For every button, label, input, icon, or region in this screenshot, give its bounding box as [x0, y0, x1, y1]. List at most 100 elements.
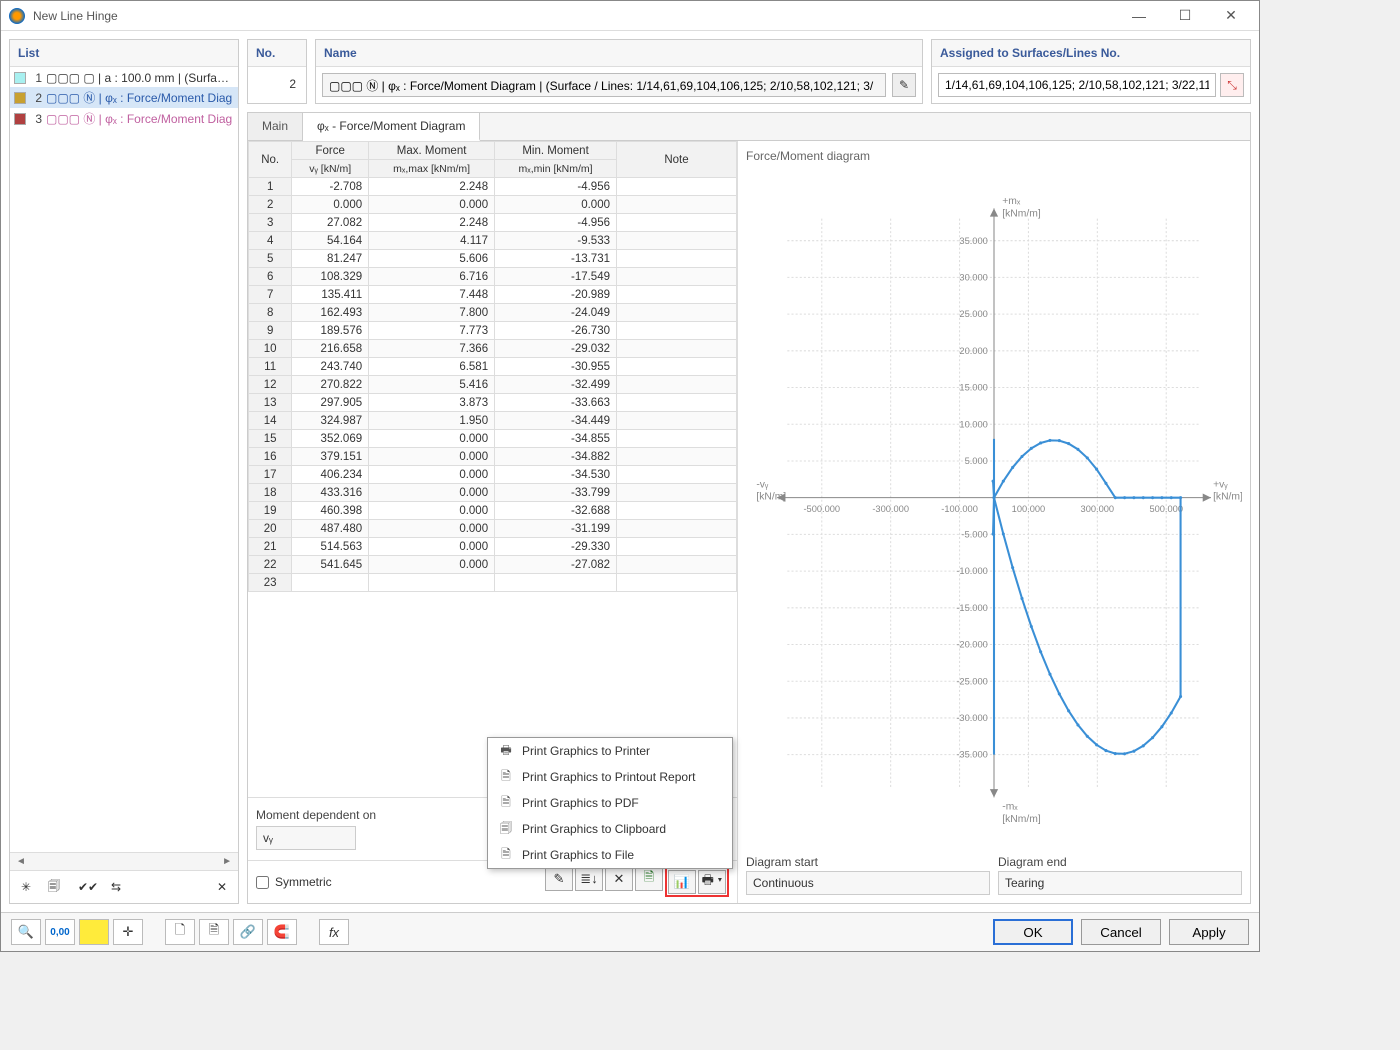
table-row[interactable]: 454.1644.117-9.533 — [249, 232, 737, 250]
table-side: No. Force Max. Moment Min. Moment Note v… — [248, 141, 738, 903]
table-row[interactable]: 20487.4800.000-31.199 — [249, 520, 737, 538]
pick-surfaces-button[interactable]: ⤡ — [1220, 73, 1244, 97]
no-box: No. 2 — [247, 39, 307, 104]
svg-text:-30.000: -30.000 — [956, 713, 987, 723]
diagram-end-value[interactable]: Tearing — [998, 871, 1242, 895]
table-row[interactable]: 8162.4937.800-24.049 — [249, 304, 737, 322]
help-icon[interactable]: 🔍 — [11, 919, 41, 945]
print-menu: 🖶Print Graphics to Printer🗎Print Graphic… — [487, 737, 733, 869]
col-note: Note — [617, 142, 737, 178]
table-row[interactable]: 327.0822.248-4.956 — [249, 214, 737, 232]
print-menu-item[interactable]: 🗎Print Graphics to PDF — [488, 790, 732, 816]
svg-text:-25.000: -25.000 — [956, 676, 987, 686]
list-hscroll[interactable]: ◄► — [10, 852, 238, 870]
edit-name-button[interactable]: ✎ — [892, 73, 916, 97]
table-row[interactable]: 12270.8225.416-32.499 — [249, 376, 737, 394]
diagram-start-value[interactable]: Continuous — [746, 871, 990, 895]
app-icon — [9, 8, 25, 24]
svg-text:35.000: 35.000 — [959, 236, 987, 246]
clear-tool-icon[interactable]: ✕ — [605, 867, 633, 891]
units-icon[interactable]: 0,00 — [45, 919, 75, 945]
ok-button[interactable]: OK — [993, 919, 1073, 945]
table-row[interactable]: 20.0000.0000.000 — [249, 196, 737, 214]
chart-title: Force/Moment diagram — [746, 149, 1242, 163]
symmetric-checkbox[interactable] — [256, 876, 269, 889]
excel-tool-icon[interactable]: 🗎 — [635, 867, 663, 891]
delete-list-icon[interactable]: ✕ — [210, 875, 234, 899]
table-row[interactable]: 6108.3296.716-17.549 — [249, 268, 737, 286]
svg-text:[kN/m]: [kN/m] — [1213, 492, 1242, 503]
print-menu-item[interactable]: 🗐Print Graphics to Clipboard — [488, 816, 732, 842]
table-row[interactable]: 7135.4117.448-20.989 — [249, 286, 737, 304]
table-row[interactable]: 13297.9053.873-33.663 — [249, 394, 737, 412]
sort-tool-icon[interactable]: ≣↓ — [575, 867, 603, 891]
svg-text:[kN/m]: [kN/m] — [756, 492, 786, 503]
symmetric-label: Symmetric — [275, 875, 332, 889]
svg-text:-10.000: -10.000 — [956, 566, 987, 576]
table-row[interactable]: 10216.6587.366-29.032 — [249, 340, 737, 358]
chart-tool-icon[interactable]: 📊 — [668, 870, 696, 894]
maximize-button[interactable]: ☐ — [1165, 3, 1205, 29]
misc1-icon[interactable]: 🗋 — [165, 919, 195, 945]
tabs-area: Main φₓ - Force/Moment Diagram No. Force — [247, 112, 1251, 904]
swap-icon[interactable]: ⇆ — [104, 875, 128, 899]
print-menu-item[interactable]: 🖶Print Graphics to Printer — [488, 738, 732, 764]
table-row[interactable]: 16379.1510.000-34.882 — [249, 448, 737, 466]
name-input[interactable] — [322, 73, 886, 97]
chart-canvas: -35.000-30.000-25.000-20.000-15.000-10.0… — [746, 167, 1242, 849]
print-menu-item[interactable]: 🗎Print Graphics to Printout Report — [488, 764, 732, 790]
fx-icon[interactable]: fx — [319, 919, 349, 945]
table-row[interactable]: 23 — [249, 574, 737, 592]
list-toolbar: ✳ 🗐 ✔✔ ⇆ ✕ — [10, 870, 238, 903]
table-row[interactable]: 17406.2340.000-34.530 — [249, 466, 737, 484]
assigned-input[interactable] — [938, 73, 1216, 97]
no-value: 2 — [248, 67, 306, 101]
table-row[interactable]: 21514.5630.000-29.330 — [249, 538, 737, 556]
table-row[interactable]: 22541.6450.000-27.082 — [249, 556, 737, 574]
print-tool-button[interactable]: 🖶 ▾ — [698, 870, 726, 894]
svg-text:-100.000: -100.000 — [941, 504, 978, 514]
axis-icon[interactable]: ✛ — [113, 919, 143, 945]
tab-diagram[interactable]: φₓ - Force/Moment Diagram — [303, 113, 480, 141]
new-icon[interactable]: ✳ — [14, 875, 38, 899]
bottom-bar: 🔍 0,00 ✛ 🗋 🗎 🔗 🧲 fx OK Cancel Apply — [1, 912, 1259, 951]
svg-text:30.000: 30.000 — [959, 273, 987, 283]
copy-icon[interactable]: 🗐 — [42, 875, 66, 899]
check-icon[interactable]: ✔✔ — [76, 875, 100, 899]
link-icon[interactable]: 🔗 — [233, 919, 263, 945]
svg-text:-300.000: -300.000 — [872, 504, 909, 514]
table-row[interactable]: 11243.7406.581-30.955 — [249, 358, 737, 376]
svg-text:100.000: 100.000 — [1012, 504, 1046, 514]
table-row[interactable]: 14324.9871.950-34.449 — [249, 412, 737, 430]
chart-side: Force/Moment diagram -35.000-30.000-25.0… — [738, 141, 1250, 903]
minimize-button[interactable]: — — [1119, 3, 1159, 29]
list-item[interactable]: 3▢▢▢ Ⓝ | φₓ : Force/Moment Diag — [10, 108, 238, 129]
list-item[interactable]: 2▢▢▢ Ⓝ | φₓ : Force/Moment Diag — [10, 87, 238, 108]
cancel-button[interactable]: Cancel — [1081, 919, 1161, 945]
print-menu-item[interactable]: 🗎Print Graphics to File — [488, 842, 732, 868]
name-header: Name — [316, 40, 922, 67]
diagram-end-label: Diagram end — [998, 855, 1242, 869]
col-min: Min. Moment — [495, 142, 617, 160]
data-table: No. Force Max. Moment Min. Moment Note v… — [248, 141, 737, 592]
edit-tool-icon[interactable]: ✎ — [545, 867, 573, 891]
list-header: List — [10, 40, 238, 67]
tab-main[interactable]: Main — [248, 113, 303, 140]
table-row[interactable]: 581.2475.606-13.731 — [249, 250, 737, 268]
misc2-icon[interactable]: 🗎 — [199, 919, 229, 945]
color-icon[interactable] — [79, 919, 109, 945]
table-row[interactable]: 1-2.7082.248-4.956 — [249, 178, 737, 196]
table-row[interactable]: 19460.3980.000-32.688 — [249, 502, 737, 520]
apply-button[interactable]: Apply — [1169, 919, 1249, 945]
magnet-icon[interactable]: 🧲 — [267, 919, 297, 945]
table-row[interactable]: 18433.3160.000-33.799 — [249, 484, 737, 502]
titlebar: New Line Hinge — ☐ ✕ — [1, 1, 1259, 31]
name-box: Name ✎ — [315, 39, 923, 104]
svg-text:-15.000: -15.000 — [956, 603, 987, 613]
svg-text:+mₓ: +mₓ — [1002, 196, 1021, 207]
list-item[interactable]: 1▢▢▢ ▢ | a : 100.0 mm | (Surface / — [10, 69, 238, 87]
table-row[interactable]: 9189.5767.773-26.730 — [249, 322, 737, 340]
svg-text:300.000: 300.000 — [1081, 504, 1115, 514]
close-button[interactable]: ✕ — [1211, 3, 1251, 29]
table-row[interactable]: 15352.0690.000-34.855 — [249, 430, 737, 448]
